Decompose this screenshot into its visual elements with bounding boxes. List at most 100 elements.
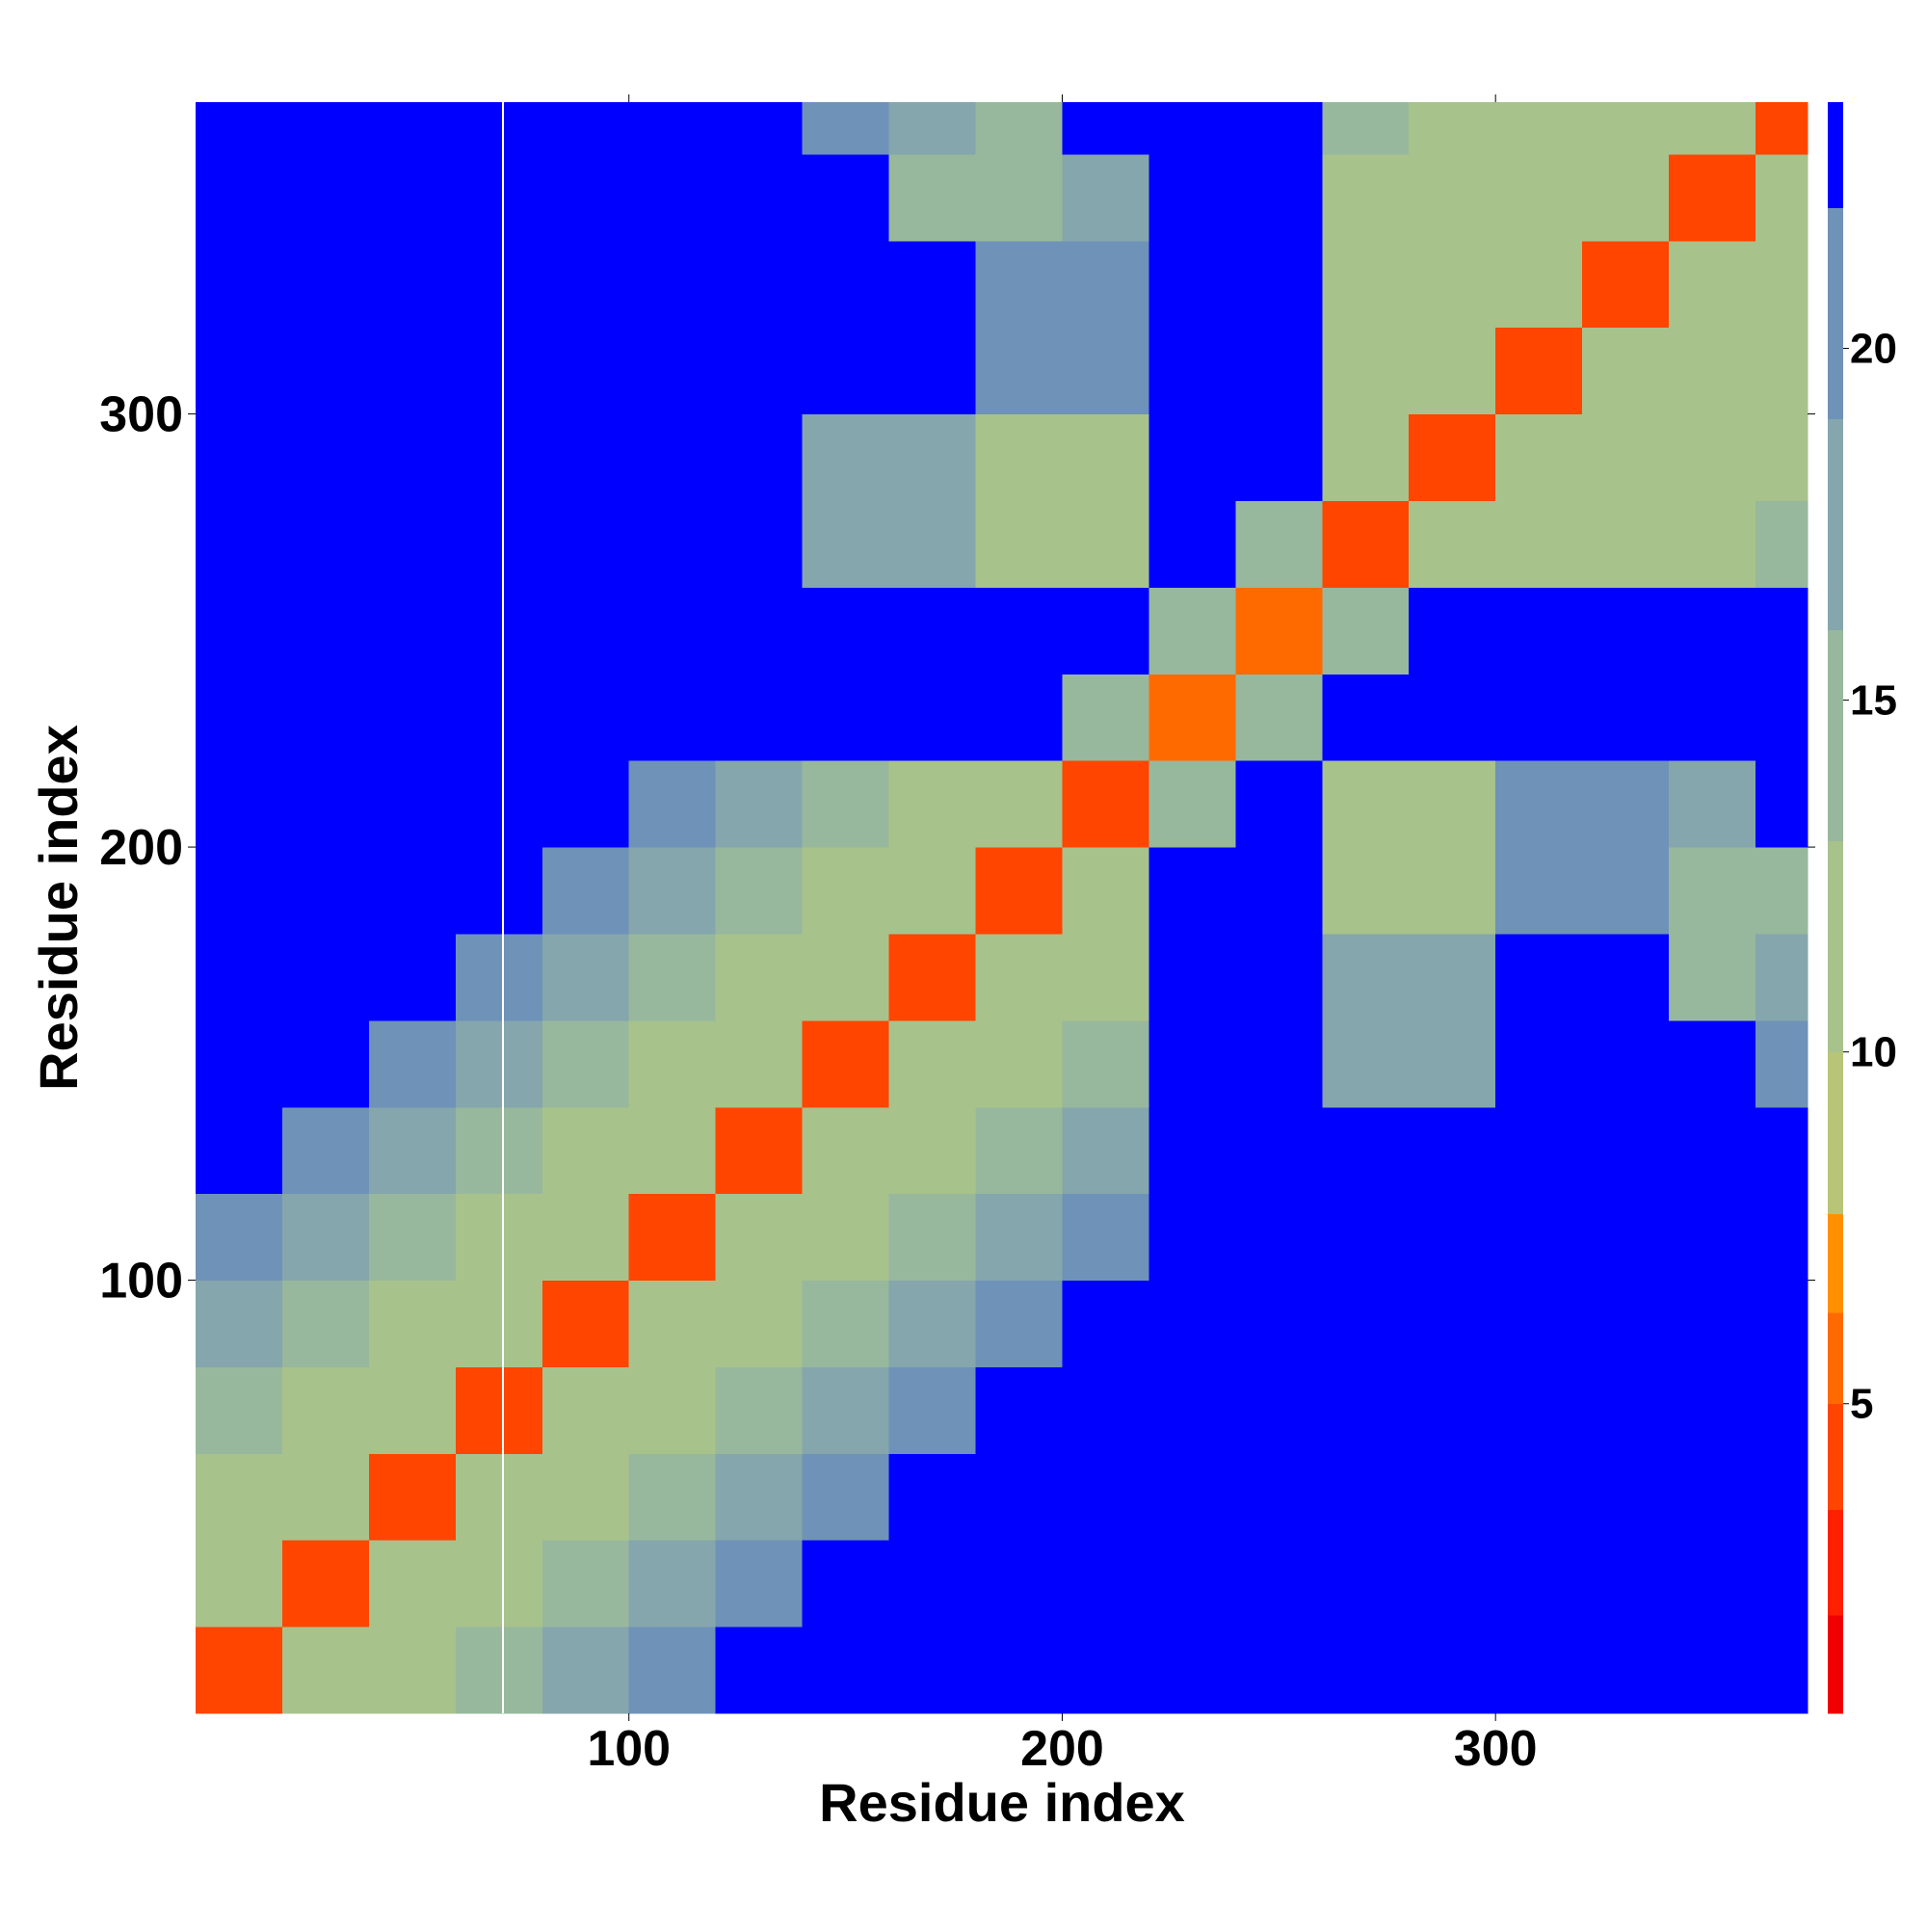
heatmap-cell (1235, 1280, 1323, 1367)
heatmap-cell (888, 240, 977, 329)
y-tick-label: 300 (99, 387, 183, 443)
heatmap-cell (1322, 102, 1410, 155)
heatmap-cell (1755, 933, 1808, 1021)
heatmap-cell (1062, 1019, 1149, 1108)
heatmap-cell (1755, 674, 1808, 761)
heatmap-cell (1495, 413, 1583, 502)
heatmap-cell (715, 500, 804, 588)
heatmap-cell (1755, 327, 1808, 415)
heatmap-cell (196, 933, 283, 1021)
heatmap-cell (1582, 102, 1670, 155)
heatmap-cell (888, 327, 977, 415)
heatmap-cell (281, 1280, 370, 1367)
heatmap-cell (368, 587, 457, 675)
heatmap-cell (715, 1019, 804, 1108)
heatmap-cell (455, 1540, 543, 1628)
heatmap-cell (455, 1106, 543, 1195)
heatmap-cell (368, 413, 457, 502)
heatmap-cell (715, 587, 804, 675)
heatmap-cell (1495, 587, 1583, 675)
heatmap-cell (541, 102, 630, 155)
heatmap-cell (541, 1106, 630, 1195)
heatmap-cell (1148, 240, 1236, 329)
heatmap-cell (1495, 1540, 1583, 1628)
heatmap-cell (1495, 674, 1583, 761)
colorbar-tick-label: 20 (1850, 326, 1897, 373)
heatmap-cell (368, 102, 457, 155)
heatmap-cell (455, 847, 543, 935)
heatmap-cell (1235, 587, 1323, 675)
heatmap-cell (368, 1453, 457, 1541)
heatmap-cell (802, 102, 890, 155)
heatmap-cell (1062, 587, 1149, 675)
heatmap-cell (1669, 760, 1756, 848)
heatmap-cell (975, 587, 1063, 675)
heatmap-cell (628, 760, 717, 848)
colorbar-segment (1828, 840, 1843, 1053)
heatmap-cell (1582, 1280, 1670, 1367)
heatmap-cell (281, 240, 370, 329)
heatmap-cell (1409, 1019, 1496, 1108)
heatmap-cell (802, 1106, 890, 1195)
colorbar-segment (1828, 418, 1843, 631)
heatmap-cell (1495, 847, 1583, 935)
heatmap-cell (281, 413, 370, 502)
heatmap-cell (1755, 1627, 1808, 1714)
heatmap-cell (1669, 1019, 1756, 1108)
heatmap-cell (1669, 1280, 1756, 1367)
heatmap-cell (281, 933, 370, 1021)
colorbar-segment (1828, 102, 1843, 209)
heatmap-cell (1322, 1453, 1410, 1541)
heatmap-cell (541, 1193, 630, 1282)
heatmap-cell (1669, 153, 1756, 242)
heatmap-cell (1148, 327, 1236, 415)
heatmap-cell (541, 587, 630, 675)
heatmap-cell (628, 933, 717, 1021)
heatmap-cell (1062, 1627, 1149, 1714)
heatmap-cell (1755, 240, 1808, 329)
heatmap-cell (628, 1453, 717, 1541)
heatmap-cell (281, 500, 370, 588)
heatmap-cell (1409, 847, 1496, 935)
heatmap-cell (541, 1540, 630, 1628)
heatmap-cell (368, 1627, 457, 1714)
heatmap-cell (1322, 240, 1410, 329)
heatmap-cell (196, 413, 283, 502)
heatmap-cell (196, 500, 283, 588)
heatmap-cell (1062, 933, 1149, 1021)
heatmap-cell (1235, 153, 1323, 242)
heatmap-cell (715, 1280, 804, 1367)
heatmap-cell (628, 1366, 717, 1454)
heatmap-cell (1322, 1366, 1410, 1454)
heatmap-cell (1582, 1019, 1670, 1108)
heatmap-cell (1495, 240, 1583, 329)
heatmap-cell (1582, 847, 1670, 935)
heatmap-cell (1409, 500, 1496, 588)
heatmap-cell (196, 1540, 283, 1628)
heatmap-cell (368, 1106, 457, 1195)
heatmap-cell (1582, 933, 1670, 1021)
heatmap-cell (1148, 1019, 1236, 1108)
heatmap-cell (1582, 760, 1670, 848)
heatmap-cell (1495, 1453, 1583, 1541)
heatmap-cell (802, 760, 890, 848)
heatmap-cell (1322, 587, 1410, 675)
heatmap-cell (975, 760, 1063, 848)
heatmap-cell (802, 500, 890, 588)
heatmap-cell (1409, 1106, 1496, 1195)
heatmap-cell (281, 327, 370, 415)
heatmap-cell (628, 500, 717, 588)
heatmap-cell (715, 102, 804, 155)
heatmap-cell (1148, 102, 1236, 155)
heatmap-cell (802, 674, 890, 761)
x-tick-label: 200 (1020, 1721, 1104, 1777)
heatmap-cell (1582, 1193, 1670, 1282)
heatmap-cell (196, 102, 283, 155)
heatmap-cell (1062, 102, 1149, 155)
heatmap-cell (715, 413, 804, 502)
heatmap-cell (1495, 933, 1583, 1021)
heatmap-cell (1755, 587, 1808, 675)
heatmap-cell (1495, 1280, 1583, 1367)
heatmap-cell (196, 1280, 283, 1367)
heatmap-cell (1235, 933, 1323, 1021)
